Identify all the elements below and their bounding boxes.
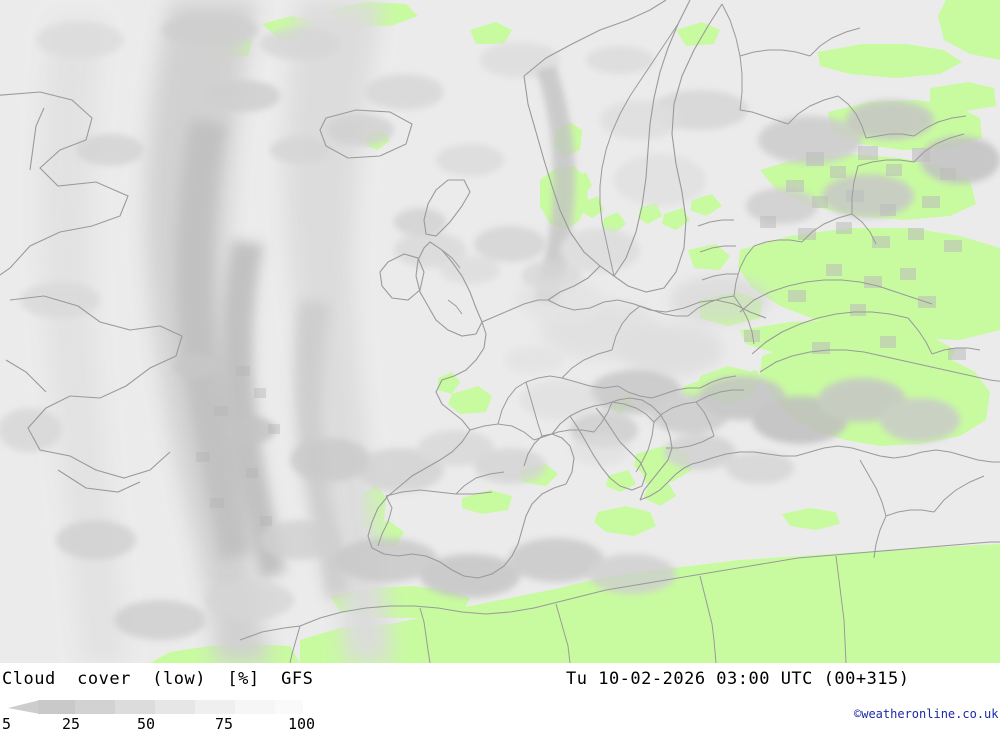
colorbar[interactable]: 5 25 50 75 100: [0, 696, 340, 733]
cloud-cover-map[interactable]: [0, 0, 1000, 663]
map-footer: Cloud cover (low) [%] GFS Tu 10-02-2026 …: [0, 663, 1000, 733]
cloud-cover-layer: [0, 0, 1000, 663]
colorbar-tick-25: 25: [62, 715, 81, 733]
page-title: Cloud cover (low) [%] GFS: [2, 669, 314, 689]
colorbar-tick-75: 75: [215, 715, 234, 733]
colorbar-wedge-tip: [8, 700, 40, 714]
copyright-notice: ©weatheronline.co.uk: [854, 707, 999, 721]
coastline-and-border-layer: [0, 0, 1000, 663]
colorbar-gradient: [8, 700, 303, 714]
forecast-run-timestamp: Tu 10-02-2026 03:00 UTC (00+315): [566, 669, 910, 689]
colorbar-tick-100: 100: [288, 715, 316, 733]
colorbar-tick-50: 50: [137, 715, 156, 733]
colorbar-tick-5: 5: [2, 715, 12, 733]
weather-map-panel[interactable]: [0, 0, 1000, 663]
